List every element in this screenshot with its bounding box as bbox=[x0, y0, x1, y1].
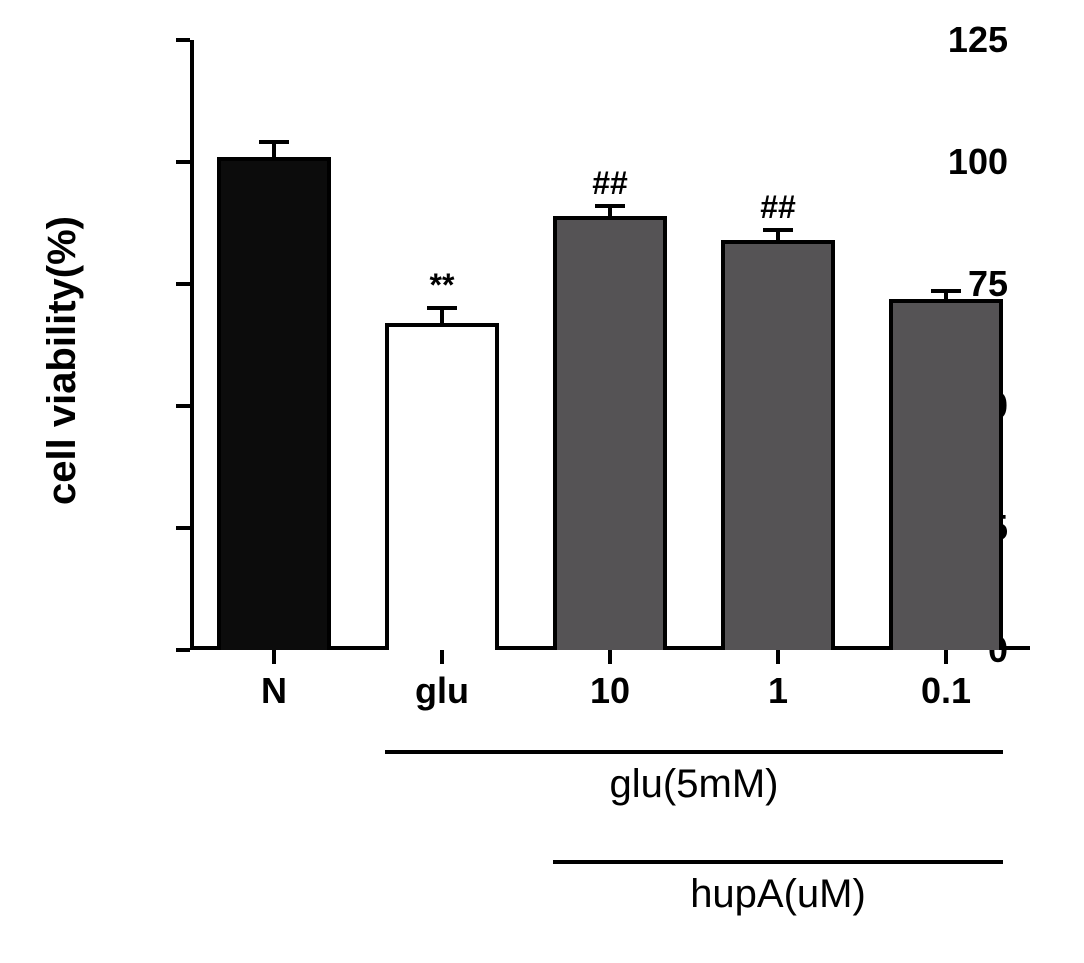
significance-label: ## bbox=[760, 189, 796, 226]
significance-label: ** bbox=[430, 267, 455, 304]
x-tick-label: 1 bbox=[768, 670, 788, 712]
bar bbox=[217, 157, 331, 650]
error-cap bbox=[763, 228, 793, 232]
x-tick-label: 10 bbox=[590, 670, 630, 712]
chart-root: cell viability(%) 0255075100125N**glu##1… bbox=[0, 0, 1084, 963]
y-tick bbox=[176, 404, 190, 408]
y-tick bbox=[176, 282, 190, 286]
plot-area: 0255075100125N**glu##10##10.1glu(5mM)hup… bbox=[190, 40, 1030, 650]
error-cap bbox=[259, 140, 289, 144]
x-tick bbox=[440, 650, 444, 664]
error-cap bbox=[931, 289, 961, 293]
significance-label: ## bbox=[592, 165, 628, 202]
group-label: hupA(uM) bbox=[690, 872, 866, 917]
y-tick bbox=[176, 526, 190, 530]
y-tick bbox=[176, 648, 190, 652]
x-tick bbox=[944, 650, 948, 664]
x-tick-label: glu bbox=[415, 670, 469, 712]
y-tick bbox=[176, 160, 190, 164]
error-bar bbox=[440, 308, 444, 323]
x-tick-label: N bbox=[261, 670, 287, 712]
bar bbox=[889, 299, 1003, 650]
error-cap bbox=[595, 204, 625, 208]
group-line bbox=[385, 750, 1003, 754]
y-tick bbox=[176, 38, 190, 42]
error-cap bbox=[427, 306, 457, 310]
x-tick bbox=[776, 650, 780, 664]
x-tick bbox=[608, 650, 612, 664]
group-label: glu(5mM) bbox=[610, 762, 779, 807]
bar bbox=[553, 216, 667, 650]
y-axis bbox=[190, 40, 194, 650]
error-bar bbox=[272, 143, 276, 158]
bar bbox=[721, 240, 835, 650]
y-tick-label: 100 bbox=[918, 141, 1008, 183]
group-line bbox=[553, 860, 1003, 864]
y-tick-label: 125 bbox=[918, 19, 1008, 61]
x-tick-label: 0.1 bbox=[921, 670, 971, 712]
x-tick bbox=[272, 650, 276, 664]
bar bbox=[385, 323, 499, 650]
y-axis-label: cell viability(%) bbox=[40, 216, 85, 505]
